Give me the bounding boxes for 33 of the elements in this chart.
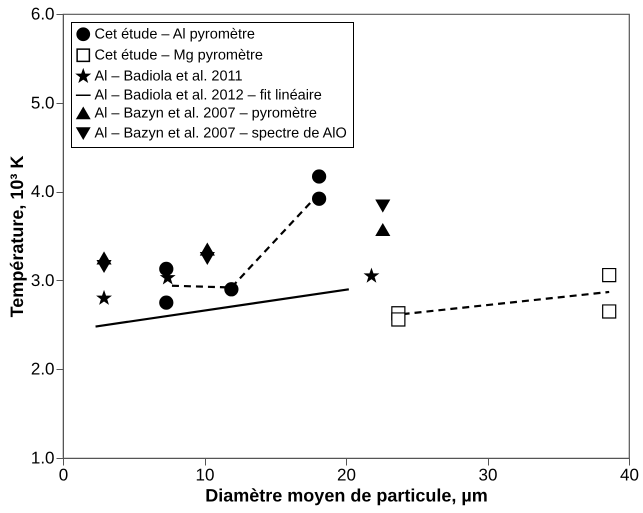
point [159, 295, 174, 310]
x-tick-label: 30 [478, 466, 498, 484]
legend-label: Cet étude – Mg pyromètre [94, 47, 263, 64]
x-tick-label: 0 [58, 466, 68, 484]
x-tick-label: 20 [337, 466, 356, 484]
point [96, 260, 112, 272]
y-tick-label: 4.0 [30, 182, 54, 202]
point [97, 291, 111, 304]
y-tick-label: 1.0 [30, 448, 54, 468]
point [602, 304, 616, 319]
legend-label: Al – Badiola et al. 2011 [94, 68, 243, 84]
legend-label: Cet étude – Al pyromètre [94, 26, 255, 42]
point [159, 262, 174, 276]
legend-label: Al – Badiola et al. 2012 – fit linéaire [94, 87, 322, 104]
point [376, 200, 390, 212]
legend-label: Al – Bazyn et al. 2007 – pyromètre [94, 105, 317, 122]
x-axis-title: Diamètre moyen de particule, µm [205, 486, 488, 506]
point [364, 268, 378, 282]
y-axis-title: Température, 10³ K [6, 156, 27, 318]
point [312, 192, 326, 206]
y-tick-label: 3.0 [30, 270, 54, 290]
point [376, 224, 390, 236]
x-tick-label: 10 [196, 466, 214, 484]
y-tick-label: 5.0 [30, 93, 54, 112]
point [200, 252, 214, 264]
point [224, 282, 239, 296]
point [391, 312, 406, 327]
point [312, 169, 326, 184]
y-tick-label: 2.0 [30, 360, 54, 379]
point [602, 268, 616, 282]
y-tick-label: 6.0 [30, 4, 54, 24]
legend-label: Al – Bazyn et al. 2007 – spectre de AlO [94, 125, 347, 142]
x-tick-label: 40 [620, 466, 639, 484]
